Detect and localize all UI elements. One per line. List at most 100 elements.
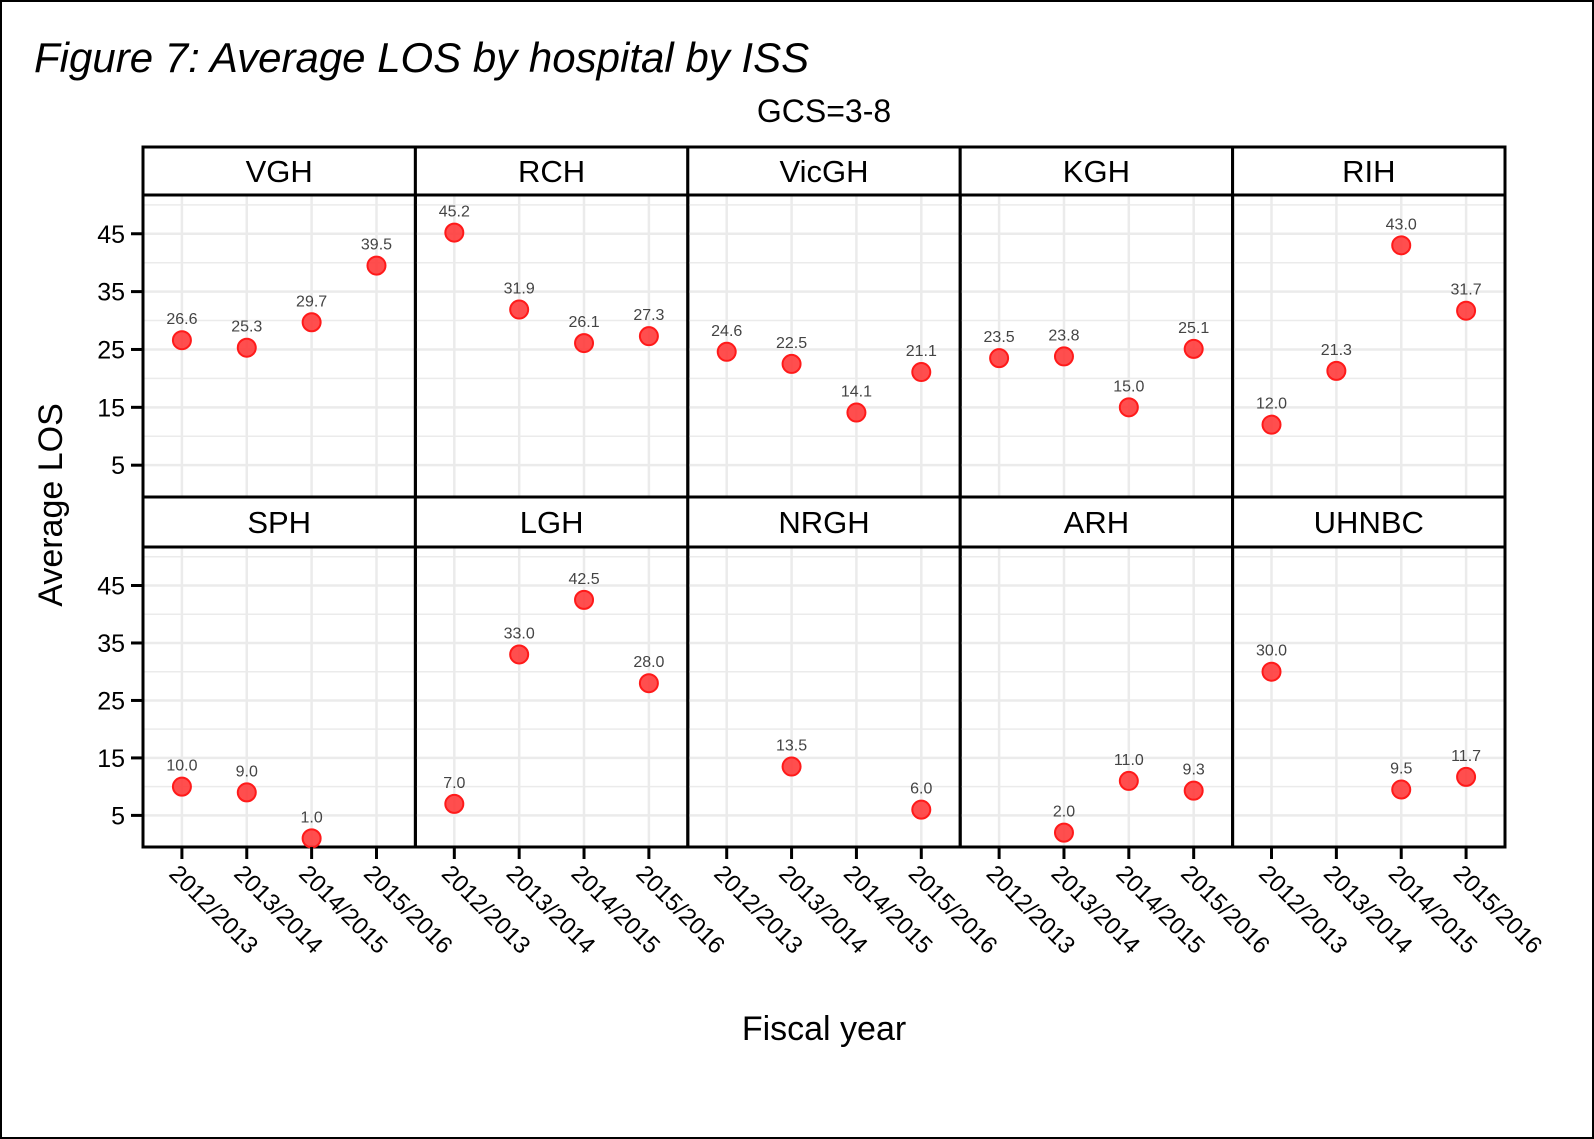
data-label: 26.1 bbox=[568, 314, 599, 331]
data-point bbox=[846, 402, 867, 423]
data-label: 42.5 bbox=[568, 571, 599, 588]
chart-subtitle: GCS=3-8 bbox=[757, 93, 891, 129]
data-label: 39.5 bbox=[361, 237, 392, 254]
data-point bbox=[444, 793, 465, 814]
data-point bbox=[236, 782, 257, 803]
data-point bbox=[574, 589, 595, 610]
facet-label: UHNBC bbox=[1314, 505, 1424, 540]
y-tick-label: 15 bbox=[97, 745, 125, 773]
data-label: 31.9 bbox=[504, 281, 535, 298]
data-point bbox=[171, 330, 192, 351]
data-label: 23.8 bbox=[1048, 327, 1079, 344]
data-point bbox=[1183, 780, 1204, 801]
x-axis-label: Fiscal year bbox=[742, 1010, 906, 1048]
data-point bbox=[1183, 338, 1204, 359]
data-label: 43.0 bbox=[1386, 216, 1417, 233]
data-point bbox=[1261, 661, 1282, 682]
data-label: 11.0 bbox=[1114, 752, 1144, 769]
data-label: 15.0 bbox=[1113, 378, 1144, 395]
data-label: 10.0 bbox=[166, 758, 197, 775]
data-point bbox=[444, 222, 465, 243]
facet-strip bbox=[1231, 145, 1507, 197]
data-label: 27.3 bbox=[633, 307, 664, 324]
y-tick-label: 15 bbox=[97, 394, 125, 422]
data-point bbox=[509, 644, 530, 665]
data-point bbox=[1053, 346, 1074, 367]
chart-title: Figure 7: Average LOS by hospital by ISS bbox=[34, 34, 809, 81]
data-label: 9.0 bbox=[236, 763, 258, 780]
data-point bbox=[1118, 770, 1139, 791]
facet-strip bbox=[686, 495, 962, 549]
facet-strip bbox=[958, 145, 1235, 197]
data-label: 24.6 bbox=[711, 323, 742, 340]
data-point bbox=[781, 756, 802, 777]
facet-label: NRGH bbox=[778, 505, 869, 540]
data-point bbox=[1118, 397, 1139, 418]
data-point bbox=[171, 776, 192, 797]
data-label: 7.0 bbox=[443, 775, 465, 792]
data-label: 33.0 bbox=[504, 625, 535, 642]
data-label: 1.0 bbox=[301, 809, 323, 826]
data-label: 28.0 bbox=[633, 654, 664, 671]
y-tick-label: 35 bbox=[97, 279, 125, 307]
data-point bbox=[1053, 822, 1074, 843]
data-label: 25.3 bbox=[231, 319, 262, 336]
facet-strip bbox=[413, 495, 690, 549]
y-tick-label: 5 bbox=[111, 802, 125, 830]
data-label: 13.5 bbox=[776, 738, 807, 755]
facet-label: RIH bbox=[1342, 154, 1395, 189]
data-label: 45.2 bbox=[439, 204, 470, 221]
data-label: 9.3 bbox=[1183, 762, 1205, 779]
facet-strip bbox=[1231, 495, 1507, 549]
data-label: 30.0 bbox=[1256, 643, 1287, 660]
data-point bbox=[1261, 414, 1282, 435]
data-point bbox=[301, 828, 322, 849]
data-point bbox=[989, 348, 1010, 369]
facet-label: SPH bbox=[247, 505, 311, 540]
facet-label: ARH bbox=[1064, 505, 1129, 540]
facet-label: VicGH bbox=[779, 154, 868, 189]
data-label: 31.7 bbox=[1451, 282, 1482, 299]
data-point bbox=[236, 337, 257, 358]
facet-label: VGH bbox=[246, 154, 313, 189]
data-point bbox=[911, 362, 932, 383]
y-tick-label: 45 bbox=[97, 573, 125, 601]
y-axis-label: Average LOS bbox=[32, 403, 70, 607]
y-tick-label: 35 bbox=[97, 630, 125, 658]
data-label: 29.7 bbox=[296, 293, 327, 310]
data-point bbox=[1391, 235, 1412, 256]
data-label: 9.5 bbox=[1390, 761, 1412, 778]
data-point bbox=[638, 673, 659, 694]
data-point bbox=[781, 353, 802, 374]
data-point bbox=[1456, 300, 1477, 321]
facet-strip bbox=[686, 145, 962, 197]
facet-strip bbox=[413, 145, 690, 197]
data-label: 21.3 bbox=[1321, 342, 1352, 359]
data-label: 23.5 bbox=[984, 329, 1015, 346]
data-point bbox=[1391, 779, 1412, 800]
y-tick-label: 25 bbox=[97, 336, 125, 364]
data-point bbox=[911, 799, 932, 820]
data-label: 14.1 bbox=[841, 384, 872, 401]
data-point bbox=[716, 341, 737, 362]
data-label: 21.1 bbox=[906, 343, 937, 360]
facet-label: LGH bbox=[520, 505, 584, 540]
data-point bbox=[1326, 360, 1347, 381]
facet-strip bbox=[958, 495, 1235, 549]
data-label: 26.6 bbox=[166, 311, 197, 328]
data-label: 6.0 bbox=[910, 781, 932, 798]
data-point bbox=[638, 326, 659, 347]
data-label: 11.7 bbox=[1451, 748, 1481, 765]
data-point bbox=[509, 299, 530, 320]
data-label: 2.0 bbox=[1053, 804, 1075, 821]
data-point bbox=[574, 333, 595, 354]
data-point bbox=[301, 312, 322, 333]
y-tick-label: 5 bbox=[111, 452, 125, 480]
facet-strip bbox=[141, 495, 417, 549]
facet-label: RCH bbox=[518, 154, 585, 189]
data-label: 22.5 bbox=[776, 335, 807, 352]
y-tick-label: 25 bbox=[97, 687, 125, 715]
data-label: 25.1 bbox=[1178, 320, 1209, 337]
facet-label: KGH bbox=[1063, 154, 1130, 189]
